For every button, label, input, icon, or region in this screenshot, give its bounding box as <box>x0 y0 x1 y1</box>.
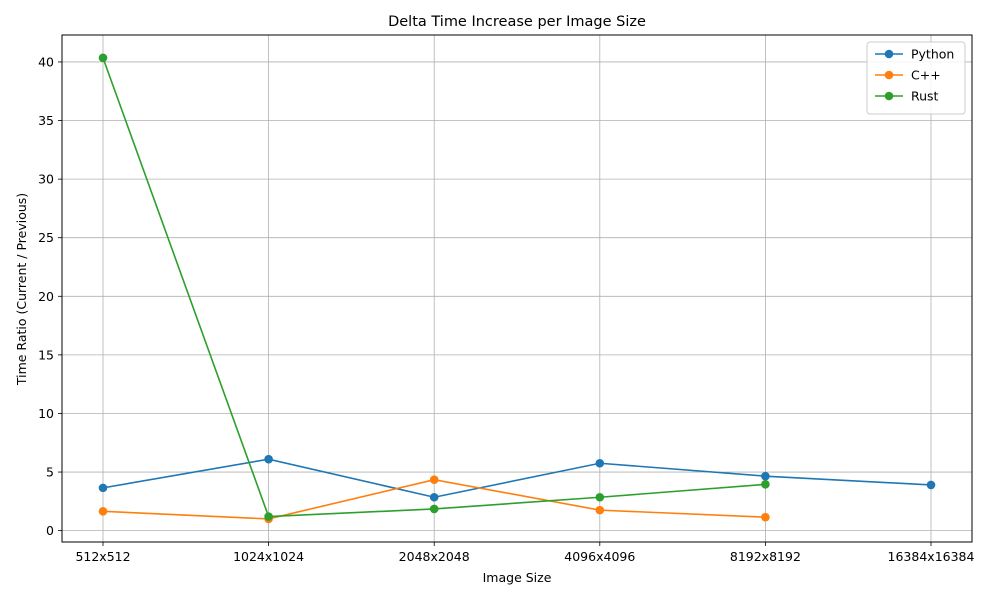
axes: 512x512 1024x1024 2048x2048 4096x4096 8192x8… <box>38 34 975 564</box>
x-tick-label: 4096x4096 <box>564 549 635 564</box>
data-point-cpp <box>98 507 108 516</box>
legend-marker-rust <box>884 91 894 101</box>
data-point-python <box>761 471 770 481</box>
y-tick-label: 10 <box>38 406 54 421</box>
y-tick-label: 0 <box>46 523 54 538</box>
data-point-rust <box>98 53 108 63</box>
y-tick-label: 20 <box>38 289 54 304</box>
x-tick-label: 2048x2048 <box>399 549 470 564</box>
data-point-rust <box>429 504 439 514</box>
data-point-python <box>98 483 108 493</box>
legend-marker-python <box>884 49 894 59</box>
legend-marker-cpp <box>884 70 894 80</box>
x-tick-label: 8192x8192 <box>730 549 801 564</box>
series-lines <box>98 53 936 524</box>
legend-label-cpp: C++ <box>911 68 941 83</box>
data-point-python <box>264 454 273 464</box>
data-point-python <box>926 480 936 490</box>
data-point-rust <box>761 480 770 489</box>
data-point-cpp <box>429 475 439 484</box>
x-tick-label: 512x512 <box>75 549 130 564</box>
plot-frame <box>61 34 973 543</box>
y-axis-label: Time Ratio (Current / Previous) <box>14 193 29 386</box>
data-point-rust <box>595 492 605 502</box>
legend-label-rust: Rust <box>911 89 939 104</box>
y-tick-label: 25 <box>38 230 54 245</box>
x-tick-label: 1024x1024 <box>233 549 304 564</box>
y-tick-label: 15 <box>38 347 54 362</box>
legend: Python C++ Rust <box>866 41 966 115</box>
x-axis-label: Image Size <box>483 570 552 585</box>
y-tick-label: 35 <box>38 113 54 128</box>
series-line-python <box>102 458 932 499</box>
data-point-python <box>429 492 439 502</box>
y-tick-label: 30 <box>38 172 54 187</box>
data-point-rust <box>264 512 273 521</box>
y-tick-label: 40 <box>38 54 54 69</box>
chart-title: Delta Time Increase per Image Size <box>388 14 646 30</box>
data-point-cpp <box>595 505 605 515</box>
grid <box>62 35 972 542</box>
legend-label-python: Python <box>911 47 954 62</box>
y-tick-label: 5 <box>46 465 54 480</box>
data-point-python <box>595 458 605 468</box>
data-point-cpp <box>761 512 770 522</box>
x-tick-label: 16384x16384 <box>888 549 975 564</box>
